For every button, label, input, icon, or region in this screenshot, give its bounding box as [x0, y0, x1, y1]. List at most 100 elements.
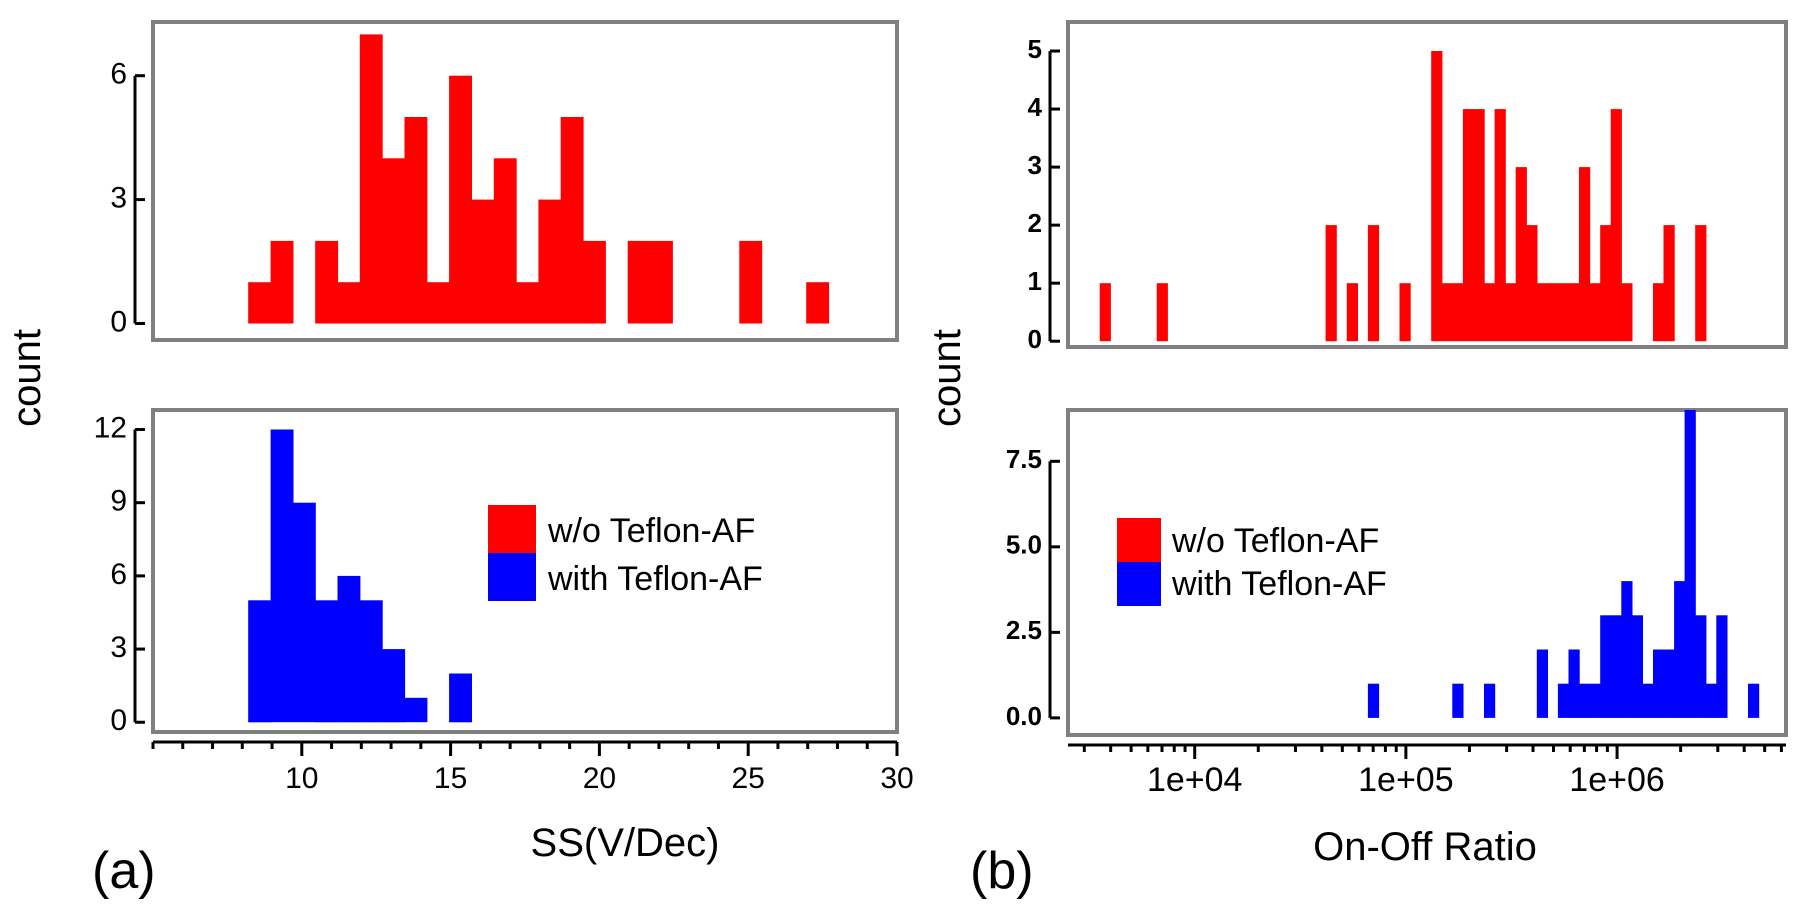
bar	[1452, 683, 1464, 718]
y-tick-label: 1	[1028, 266, 1042, 296]
y-tick-label: 7.5	[1006, 444, 1042, 474]
bar	[538, 199, 562, 324]
bar	[806, 282, 830, 324]
axes-ss-bottom: 0 3 6 9 12 10 15 20 25 30	[94, 411, 914, 795]
legend-b-label-without: w/o Teflon-AF	[1171, 522, 1379, 560]
legend-a-swatch-red	[488, 505, 536, 553]
bar	[1547, 283, 1559, 342]
bar	[359, 600, 383, 723]
bar	[1610, 109, 1622, 342]
y-tick-label: 0.0	[1006, 701, 1042, 731]
bar	[1600, 225, 1612, 342]
bar	[1653, 283, 1665, 342]
bars-ratio-without-teflon	[1099, 51, 1707, 342]
bar	[1705, 683, 1717, 718]
x-tick-label: 15	[434, 762, 467, 795]
axes-ss-top: 0 3 6	[110, 58, 145, 338]
bar	[1589, 683, 1601, 718]
bar	[1536, 283, 1548, 342]
panel-label-b: (b)	[970, 842, 1034, 900]
bar	[315, 240, 339, 324]
bar	[1557, 283, 1570, 342]
axes-ratio-bottom: 0.0 2.5 5.0 7.5 1e+04 1e+05 1e+06	[1006, 444, 1786, 799]
bar	[650, 240, 673, 324]
x-tick-label: 10	[285, 762, 318, 795]
x-tick-label: 1e+04	[1147, 761, 1243, 799]
bar	[1346, 283, 1358, 342]
legend-a-swatch-blue	[488, 553, 536, 601]
bar	[1462, 109, 1475, 342]
x-tick-label: 1e+05	[1358, 761, 1454, 799]
bar	[1579, 683, 1591, 718]
y-tick-label: 12	[94, 411, 127, 444]
bar	[1600, 615, 1612, 718]
bar	[1589, 283, 1601, 342]
y-tick-label: 5.0	[1006, 530, 1042, 560]
bar	[1399, 283, 1411, 342]
bar	[516, 282, 539, 324]
bar	[1557, 683, 1570, 718]
y-tick-label: 2	[1028, 208, 1042, 238]
bar	[1156, 283, 1168, 342]
bar	[1473, 109, 1485, 342]
y-tick-label: 4	[1028, 92, 1043, 122]
bar	[1663, 649, 1675, 718]
bars-ratio-with-teflon	[1367, 410, 1760, 718]
bar	[449, 673, 472, 723]
y-tick-label: 2.5	[1006, 615, 1042, 645]
bar	[359, 34, 383, 324]
ylabel-b: count	[925, 329, 969, 427]
bar	[1099, 283, 1111, 342]
bar	[1695, 615, 1707, 718]
xlabel-b: On-Off Ratio	[1313, 825, 1537, 869]
bar	[1484, 683, 1496, 718]
bar	[1367, 683, 1380, 718]
bar	[1505, 283, 1517, 342]
bar	[1748, 683, 1760, 718]
bar	[560, 117, 584, 324]
y-tick-label: 3	[110, 631, 127, 664]
x-tick-label: 1e+06	[1569, 761, 1665, 799]
bar	[337, 282, 361, 324]
bar	[1526, 225, 1538, 342]
bar	[493, 158, 517, 324]
ylabel-a: count	[5, 329, 49, 427]
bars-ss-with-teflon	[248, 429, 472, 723]
bar	[248, 600, 272, 723]
bar	[449, 75, 472, 324]
axes-ratio-top: 0 1 2 3 4 5	[1028, 34, 1060, 354]
bar	[315, 600, 339, 723]
bar	[270, 429, 294, 723]
x-tick-label: 30	[880, 762, 913, 795]
bars-ss-without-teflon	[248, 34, 830, 324]
bar	[1494, 109, 1506, 342]
bar	[337, 575, 361, 723]
bar	[1536, 649, 1548, 718]
bar	[1610, 615, 1622, 718]
panel-label-a: (a)	[92, 842, 156, 900]
legend-b: w/o Teflon-AF with Teflon-AF	[1117, 518, 1387, 606]
legend-b-swatch-blue	[1117, 562, 1161, 606]
plot-frame-b-bottom	[1066, 408, 1788, 737]
y-tick-label: 6	[110, 558, 127, 591]
legend-a: w/o Teflon-AF with Teflon-AF	[488, 505, 763, 601]
bar	[292, 502, 316, 723]
y-tick-label: 5	[1028, 34, 1042, 64]
plot-frame-b-top	[1066, 20, 1788, 349]
bar	[1663, 225, 1675, 342]
y-tick-label: 3	[110, 182, 127, 215]
legend-b-label-with: with Teflon-AF	[1171, 565, 1387, 603]
bar	[1441, 283, 1453, 342]
bar	[270, 240, 294, 324]
y-tick-label: 3	[1028, 150, 1042, 180]
legend-b-swatch-red	[1117, 518, 1161, 562]
legend-a-label-with: with Teflon-AF	[547, 560, 763, 598]
bar	[1653, 649, 1665, 718]
bar	[1642, 683, 1654, 718]
bar	[1674, 581, 1686, 718]
y-tick-label: 0	[1028, 324, 1042, 354]
bar	[1631, 615, 1643, 718]
bar	[1684, 410, 1696, 718]
bar	[1452, 283, 1464, 342]
